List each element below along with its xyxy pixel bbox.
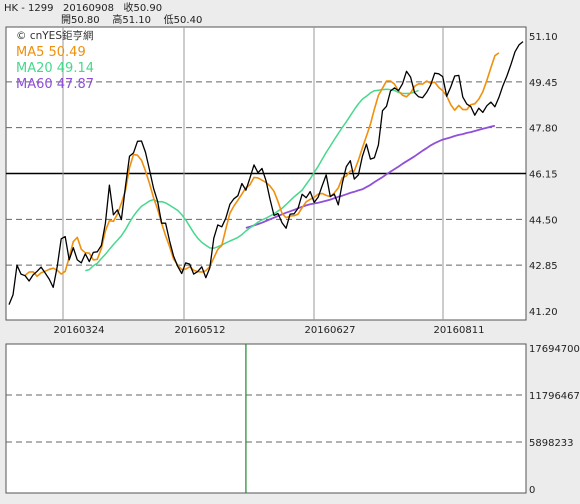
volume-y-tick-label: 0	[529, 485, 535, 496]
price-y-ticks: 51.10 49.45 47.80 46.15 44.50 42.85 41.20	[529, 32, 558, 318]
price-y-tick-label: 47.80	[529, 124, 558, 135]
price-x-tick-label: 20160512	[175, 325, 226, 336]
header-line-1: HK - 1299 20160908 收50.90	[4, 1, 162, 14]
price-y-tick-label: 42.85	[529, 261, 558, 272]
legend-ma60: MA60 47.87	[16, 77, 94, 92]
price-x-tick-label: 20160627	[305, 325, 356, 336]
volume-panel	[5, 343, 527, 494]
price-y-tick-label: 41.20	[529, 307, 558, 318]
price-y-tick-label: 49.45	[529, 78, 558, 89]
legend-ma5: MA5 50.49	[16, 45, 86, 60]
price-y-tick-label: 46.15	[529, 170, 558, 181]
legend-ma20: MA20 49.14	[16, 61, 94, 76]
price-x-tick-label: 20160811	[434, 325, 485, 336]
series-line-price	[8, 41, 524, 305]
volume-y-tick-label: 11796467	[529, 391, 580, 402]
series-line-ma5	[24, 52, 500, 278]
series-line-ma60	[245, 124, 496, 229]
series-line-ma20	[85, 88, 419, 272]
price-y-tick-label: 44.50	[529, 215, 558, 226]
price-x-ticks: 20160324 20160512 20160627 20160811	[54, 325, 485, 336]
volume-y-tick-label: 5898233	[529, 438, 574, 449]
price-series	[8, 41, 524, 305]
price-gridlines	[6, 27, 526, 320]
price-y-tick-label: 51.10	[529, 32, 558, 43]
volume-y-ticks: 17694700 11796467 5898233 0	[529, 344, 580, 496]
volume-gridlines	[6, 394, 526, 443]
header-line-2: 開50.80 高51.10 低50.40	[61, 13, 202, 26]
volume-y-tick-label: 17694700	[529, 344, 580, 355]
watermark: © cnYES鉅亨網	[16, 29, 93, 42]
price-x-tick-label: 20160324	[54, 325, 105, 336]
